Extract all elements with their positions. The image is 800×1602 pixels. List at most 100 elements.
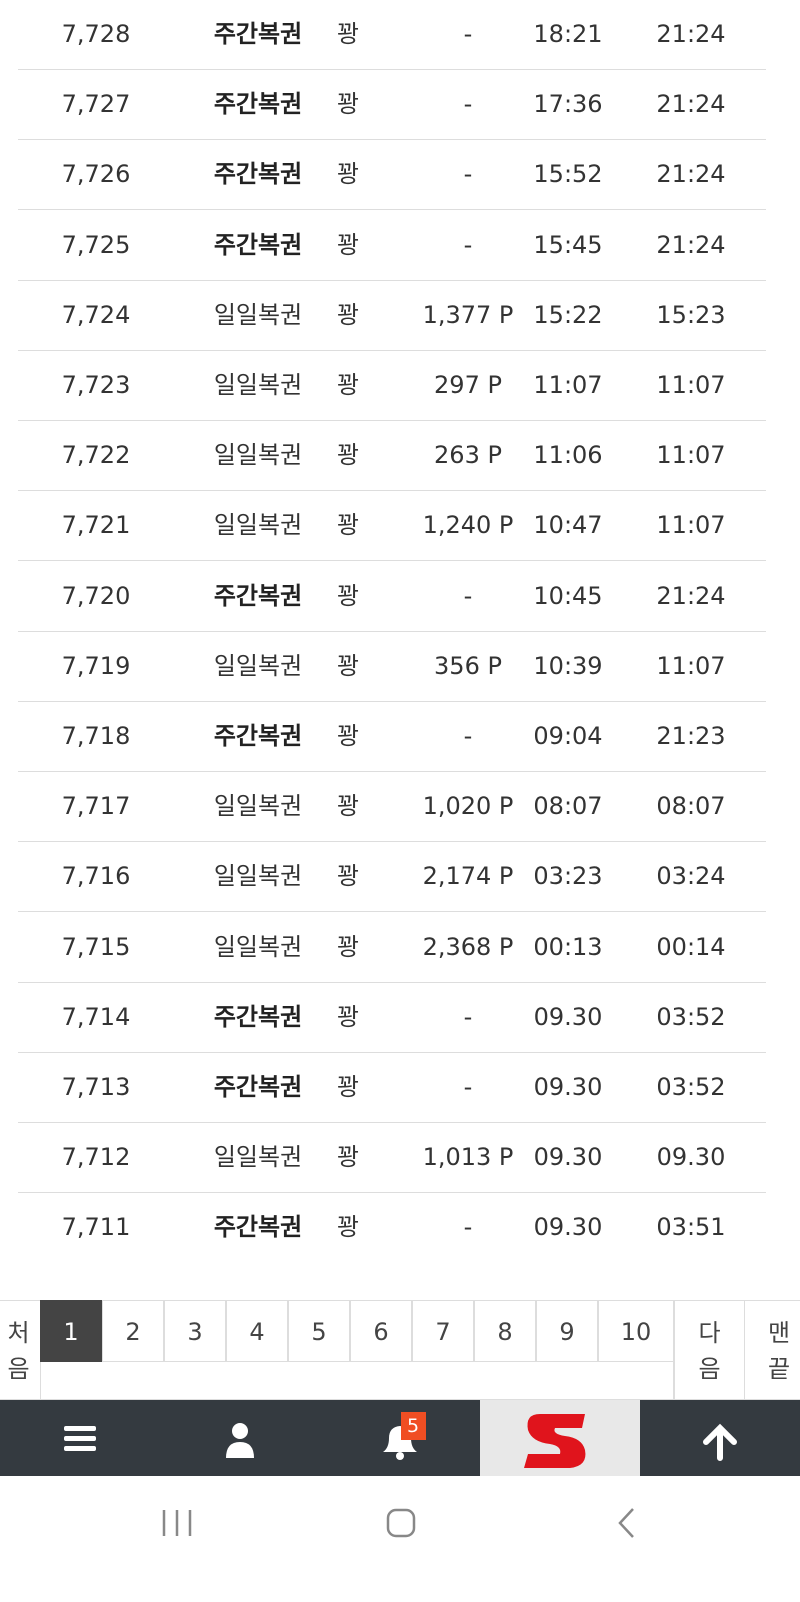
user-icon[interactable] (226, 1423, 254, 1458)
logo (524, 1414, 586, 1468)
entry-number: 7,722 (61, 441, 131, 470)
entry-number: 7,712 (61, 1143, 131, 1172)
pager-filler (40, 1362, 674, 1400)
page-link[interactable]: 8 (474, 1300, 536, 1362)
table-row: 7,724 일일복권 꽝 1,377 P 15:22 15:23 (18, 280, 766, 351)
start-time: 00:13 (533, 932, 603, 961)
points: - (463, 230, 473, 259)
points: 1,240 P (422, 511, 514, 540)
entry-number: 7,715 (61, 932, 131, 961)
points: 2,368 P (422, 932, 514, 961)
table-row: 7,722 일일복권 꽝 263 P 11:06 11:07 (18, 420, 766, 492)
start-time: 09:04 (533, 722, 603, 750)
result: 꽝 (336, 160, 360, 189)
result: 꽝 (336, 651, 360, 680)
page-link[interactable]: 9 (536, 1300, 598, 1362)
result: 꽝 (336, 20, 360, 48)
page-link[interactable]: 6 (350, 1300, 412, 1362)
bottom-nav: 5 (0, 1400, 800, 1476)
table-row: 7,712 일일복권 꽝 1,013 P 09.30 09.30 (18, 1122, 766, 1194)
start-time: 09.30 (533, 1002, 603, 1031)
points: - (463, 90, 473, 119)
start-time: 09.30 (533, 1073, 603, 1101)
table-row: 7,711 주간복권 꽝 - 09.30 03:51 (18, 1192, 766, 1262)
lottery-type: 일일복권 (213, 441, 303, 470)
points: - (463, 581, 473, 610)
lottery-type: 일일복권 (213, 932, 303, 961)
result: 꽝 (336, 1002, 360, 1031)
start-time: 15:45 (533, 230, 603, 259)
end-time: 09.30 (656, 1143, 726, 1172)
points: - (463, 160, 473, 189)
points: - (463, 1002, 473, 1031)
page-link[interactable]: 1 (40, 1300, 102, 1362)
points: - (463, 1213, 473, 1242)
entry-number: 7,714 (61, 1002, 131, 1031)
start-time: 15:22 (533, 300, 603, 329)
entry-number: 7,718 (61, 722, 131, 750)
table-row: 7,719 일일복권 꽝 356 P 10:39 11:07 (18, 631, 766, 702)
lottery-type: 일일복권 (213, 651, 303, 680)
lottery-type: 주간복권 (213, 1073, 303, 1101)
points: 297 P (434, 371, 502, 399)
end-time: 21:24 (656, 90, 726, 119)
first-page[interactable]: 처음 (0, 1300, 41, 1400)
system-icons (162, 1508, 634, 1538)
entry-number: 7,719 (61, 651, 131, 680)
end-time: 21:24 (656, 20, 726, 48)
result: 꽝 (336, 511, 360, 540)
result: 꽝 (336, 932, 360, 961)
entry-number: 7,713 (61, 1073, 131, 1101)
page-link[interactable]: 7 (412, 1300, 474, 1362)
table-row: 7,716 일일복권 꽝 2,174 P 03:23 03:24 (18, 841, 766, 913)
start-time: 18:21 (533, 20, 603, 48)
end-time: 00:14 (656, 932, 726, 961)
start-time: 10:47 (533, 511, 603, 540)
result: 꽝 (336, 1213, 360, 1242)
lottery-type: 주간복권 (213, 581, 303, 610)
end-time: 21:24 (656, 581, 726, 610)
start-time: 09.30 (533, 1143, 603, 1172)
entry-number: 7,721 (61, 511, 131, 540)
menu-icon[interactable] (64, 1426, 96, 1451)
result: 꽝 (336, 230, 360, 259)
lottery-type: 주간복권 (213, 230, 303, 259)
points: 1,020 P (422, 792, 514, 821)
page-link[interactable]: 5 (288, 1300, 350, 1362)
entry-number: 7,723 (61, 371, 131, 399)
result: 꽝 (336, 1143, 360, 1172)
start-time: 03:23 (533, 862, 603, 891)
lottery-type: 주간복권 (213, 20, 303, 48)
table-row: 7,718 주간복권 꽝 - 09:04 21:23 (18, 701, 766, 772)
page-link[interactable]: 10 (598, 1300, 674, 1362)
entry-number: 7,711 (61, 1213, 131, 1242)
result: 꽝 (336, 581, 360, 610)
last-page[interactable]: 맨끝 (744, 1300, 800, 1400)
start-time: 15:52 (533, 160, 603, 189)
lottery-type: 일일복권 (213, 511, 303, 540)
page-link[interactable]: 3 (164, 1300, 226, 1362)
entry-number: 7,717 (61, 792, 131, 821)
end-time: 21:24 (656, 230, 726, 259)
result: 꽝 (336, 90, 360, 119)
end-time: 15:23 (656, 300, 726, 329)
lottery-type: 주간복권 (213, 1213, 303, 1242)
page-link[interactable]: 2 (102, 1300, 164, 1362)
lottery-type: 주간복권 (213, 90, 303, 119)
top-icon[interactable] (703, 1423, 737, 1461)
next-page[interactable]: 다음 (674, 1300, 745, 1400)
entry-number: 7,727 (61, 90, 131, 119)
entry-number: 7,720 (61, 581, 131, 610)
start-time: 09.30 (533, 1213, 603, 1242)
page-link[interactable]: 4 (226, 1300, 288, 1362)
end-time: 03:52 (656, 1002, 726, 1031)
table-row: 7,720 주간복권 꽝 - 10:45 21:24 (18, 561, 766, 632)
points: 1,013 P (422, 1143, 514, 1172)
lottery-type: 일일복권 (213, 300, 303, 329)
end-time: 21:23 (656, 722, 726, 750)
badge-bg (401, 1412, 426, 1440)
table-row: 7,721 일일복권 꽝 1,240 P 10:47 11:07 (18, 490, 766, 562)
lottery-type: 일일복권 (213, 371, 303, 399)
nav-icons: 5 (64, 1400, 737, 1476)
